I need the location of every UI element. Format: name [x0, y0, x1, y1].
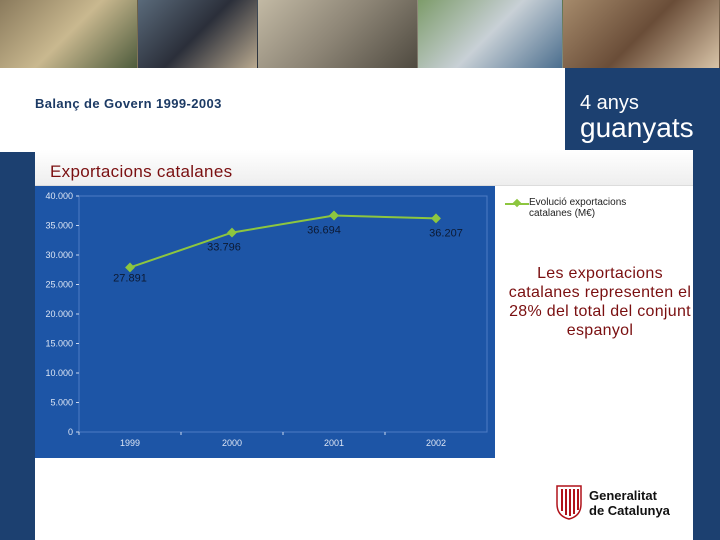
years-text: 4 anys — [580, 92, 639, 114]
data-label: 36.694 — [307, 225, 341, 237]
header-banner — [0, 68, 720, 152]
y-tick-label: 40.000 — [45, 191, 73, 201]
y-tick-label: 0 — [68, 427, 73, 437]
series-line — [129, 214, 437, 269]
x-tick-label: 2002 — [426, 438, 446, 448]
street-photo — [258, 0, 419, 68]
y-tick-label: 30.000 — [45, 250, 73, 260]
data-label: 36.207 — [429, 227, 463, 239]
chart-area: 0 5.000 10.000 15.000 20.000 25.000 30.000 35.0… — [35, 186, 495, 458]
line-chart: 0 5.000 10.000 15.000 20.000 25.000 30.000 35.0… — [45, 191, 488, 448]
coat-of-arms-icon — [556, 485, 582, 520]
x-tick-label: 2001 — [324, 438, 344, 448]
legend-label: Evolució exportacions catalanes (M€) — [529, 197, 627, 219]
header-subtitle: Balanç de Govern 1999-2003 — [35, 96, 222, 111]
x-tick-label: 1999 — [120, 438, 140, 448]
stadium-photo — [418, 0, 564, 68]
market-photo — [0, 0, 139, 68]
section-title-bar: Exportacions catalanes — [35, 150, 693, 186]
logo-line-2: de Catalunya — [589, 503, 670, 518]
section-title: Exportacions catalanes — [50, 162, 233, 181]
callout-text: Les exportacions catalanes representen e… — [508, 265, 692, 339]
y-tick-label: 35.000 — [45, 221, 73, 231]
x-tick-label: 2000 — [222, 438, 242, 448]
data-point — [125, 262, 135, 273]
police-photo — [138, 0, 259, 68]
y-tick-label: 10.000 — [45, 368, 73, 378]
chart-legend: Evolució exportacions catalanes (M€) — [505, 197, 685, 240]
data-label: 33.796 — [207, 242, 241, 254]
won-text: guanyats — [580, 112, 694, 143]
y-tick-label: 5.000 — [50, 398, 73, 408]
logo-line-1: Generalitat — [589, 488, 657, 503]
header-badge — [565, 68, 720, 152]
y-tick-label: 25.000 — [45, 280, 73, 290]
generalitat-logo: Generalitat de Catalunya — [555, 484, 705, 524]
photo-strip — [0, 0, 720, 68]
plot-area — [78, 195, 488, 433]
legend-marker — [512, 198, 522, 208]
data-point — [431, 213, 441, 224]
data-label: 27.891 — [113, 272, 147, 284]
y-tick-label: 20.000 — [45, 309, 73, 319]
data-point — [227, 227, 237, 238]
data-point — [329, 210, 339, 221]
students-photo — [563, 0, 720, 68]
y-tick-label: 15.000 — [45, 339, 73, 349]
